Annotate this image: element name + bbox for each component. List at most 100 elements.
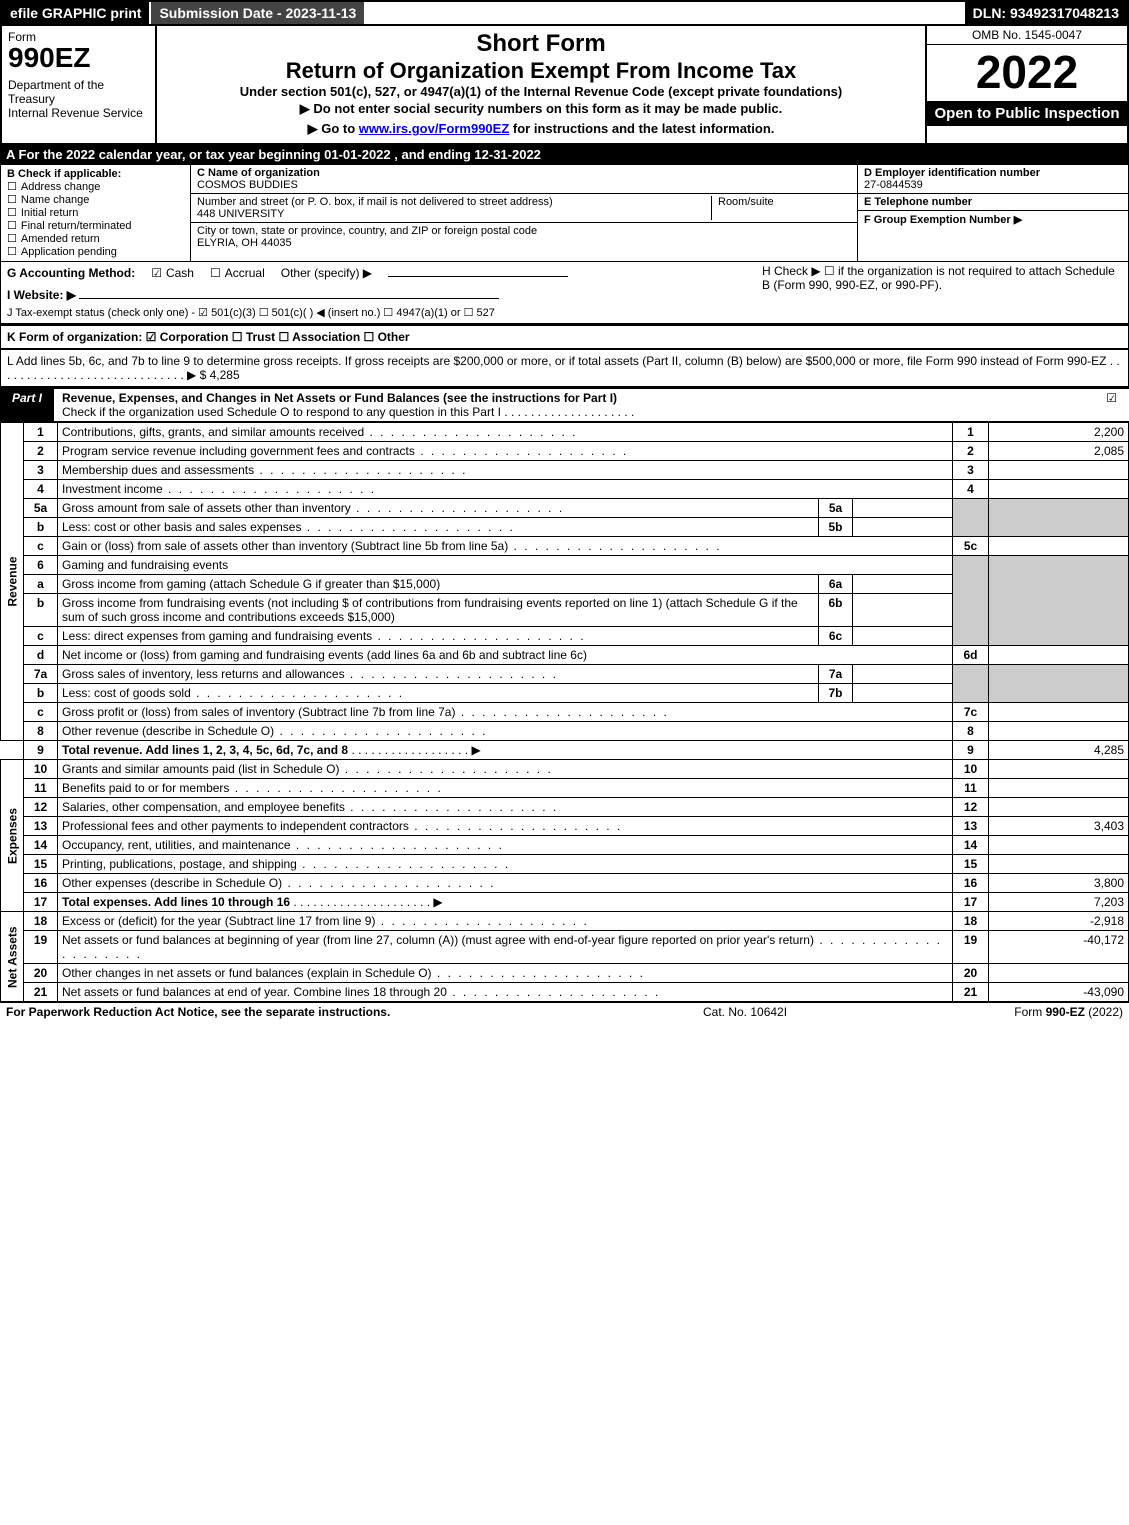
- section-a: A For the 2022 calendar year, or tax yea…: [0, 145, 1129, 164]
- website-line[interactable]: [79, 298, 499, 299]
- subval-7b: [853, 684, 953, 703]
- year-cell: OMB No. 1545-0047 2022 Open to Public In…: [927, 26, 1127, 143]
- irs-link[interactable]: www.irs.gov/Form990EZ: [359, 121, 510, 136]
- amt-14: [989, 836, 1129, 855]
- org-city-row: City or town, state or province, country…: [191, 223, 857, 251]
- desc-17: Total expenses. Add lines 10 through 16 …: [58, 893, 953, 912]
- part1-checkbox[interactable]: [1106, 391, 1121, 405]
- amt-4: [989, 480, 1129, 499]
- instr2-pre: ▶ Go to: [308, 121, 359, 136]
- sublbl-5a: 5a: [819, 499, 853, 518]
- numcol-9: 9: [953, 741, 989, 760]
- paperwork-notice: For Paperwork Reduction Act Notice, see …: [6, 1005, 703, 1019]
- part1-sub: Check if the organization used Schedule …: [62, 405, 634, 419]
- efile-label: efile GRAPHIC print: [2, 2, 149, 24]
- form-footer: Form 990-EZ (2022): [923, 1005, 1123, 1019]
- form-id-cell: Form 990EZ Department of the Treasury In…: [2, 26, 157, 143]
- amt-13: 3,403: [989, 817, 1129, 836]
- addr-label: Number and street (or P. O. box, if mail…: [197, 196, 553, 208]
- chk-application-pending[interactable]: Application pending: [7, 245, 184, 258]
- shade-7-amt: [989, 665, 1129, 703]
- amt-3: [989, 461, 1129, 480]
- desc-5c: Gain or (loss) from sale of assets other…: [58, 537, 953, 556]
- desc-18: Excess or (deficit) for the year (Subtra…: [58, 912, 953, 931]
- desc-1: Contributions, gifts, grants, and simila…: [58, 422, 953, 442]
- open-public-badge: Open to Public Inspection: [927, 101, 1127, 126]
- line-l-value: 4,285: [210, 368, 240, 382]
- lineno-13: 13: [24, 817, 58, 836]
- cat-no: Cat. No. 10642I: [703, 1005, 923, 1019]
- desc-3: Membership dues and assessments: [58, 461, 953, 480]
- chk-name-change[interactable]: Name change: [7, 193, 184, 206]
- lineno-3: 3: [24, 461, 58, 480]
- amt-1: 2,200: [989, 422, 1129, 442]
- chk-accrual[interactable]: Accrual: [210, 266, 265, 280]
- desc-6: Gaming and fundraising events: [58, 556, 953, 575]
- l-block: L Add lines 5b, 6c, and 7b to line 9 to …: [0, 349, 1129, 387]
- numcol-11: 11: [953, 779, 989, 798]
- numcol-2: 2: [953, 442, 989, 461]
- instr2-post: for instructions and the latest informat…: [513, 121, 774, 136]
- other-specify-line[interactable]: [388, 276, 568, 277]
- subval-5a: [853, 499, 953, 518]
- desc-7c: Gross profit or (loss) from sales of inv…: [58, 703, 953, 722]
- numcol-17: 17: [953, 893, 989, 912]
- lineno-20: 20: [24, 964, 58, 983]
- sublbl-5b: 5b: [819, 518, 853, 537]
- lineno-16: 16: [24, 874, 58, 893]
- lineno-14: 14: [24, 836, 58, 855]
- desc-6d: Net income or (loss) from gaming and fun…: [58, 646, 953, 665]
- lineno-6c: c: [24, 627, 58, 646]
- numcol-16: 16: [953, 874, 989, 893]
- lineno-1: 1: [24, 422, 58, 442]
- desc-2: Program service revenue including govern…: [58, 442, 953, 461]
- desc-10: Grants and similar amounts paid (list in…: [58, 760, 953, 779]
- desc-7b: Less: cost of goods sold: [58, 684, 819, 703]
- amt-15: [989, 855, 1129, 874]
- shade-6-amt: [989, 556, 1129, 646]
- chk-final-return[interactable]: Final return/terminated: [7, 219, 184, 232]
- box-c: C Name of organization COSMOS BUDDIES Nu…: [191, 165, 858, 261]
- numcol-7c: 7c: [953, 703, 989, 722]
- chk-initial-return[interactable]: Initial return: [7, 206, 184, 219]
- amt-6d: [989, 646, 1129, 665]
- chk-amended-return[interactable]: Amended return: [7, 232, 184, 245]
- subval-6c: [853, 627, 953, 646]
- desc-13: Professional fees and other payments to …: [58, 817, 953, 836]
- amt-19: -40,172: [989, 931, 1129, 964]
- amt-2: 2,085: [989, 442, 1129, 461]
- amt-7c: [989, 703, 1129, 722]
- instr-1: ▶ Do not enter social security numbers o…: [163, 99, 919, 119]
- tax-year: 2022: [927, 45, 1127, 99]
- org-name-row: C Name of organization COSMOS BUDDIES: [191, 165, 857, 194]
- desc-9-b: Total revenue. Add lines 1, 2, 3, 4, 5c,…: [62, 743, 348, 757]
- amt-20: [989, 964, 1129, 983]
- org-name-value: COSMOS BUDDIES: [197, 179, 298, 191]
- desc-17-b: Total expenses. Add lines 10 through 16: [62, 895, 290, 909]
- lineno-2: 2: [24, 442, 58, 461]
- shade-5-amt: [989, 499, 1129, 537]
- numcol-4: 4: [953, 480, 989, 499]
- desc-12: Salaries, other compensation, and employ…: [58, 798, 953, 817]
- topbar: efile GRAPHIC print Submission Date - 20…: [0, 0, 1129, 26]
- lineno-5b: b: [24, 518, 58, 537]
- form-footer-b: 990-EZ: [1046, 1005, 1085, 1019]
- amt-11: [989, 779, 1129, 798]
- netassets-section-label: Net Assets: [1, 912, 24, 1002]
- part1-title: Revenue, Expenses, and Changes in Net As…: [62, 391, 617, 405]
- part1-header: Part I Revenue, Expenses, and Changes in…: [0, 387, 1129, 421]
- part1-label: Part I: [0, 389, 54, 421]
- sublbl-6a: 6a: [819, 575, 853, 594]
- gi-block: G Accounting Method: Cash Accrual Other …: [0, 262, 1129, 324]
- submission-date: Submission Date - 2023-11-13: [149, 2, 366, 24]
- accounting-method-label: G Accounting Method:: [7, 266, 135, 280]
- chk-cash[interactable]: Cash: [151, 266, 194, 280]
- line-l-text: L Add lines 5b, 6c, and 7b to line 9 to …: [7, 354, 1120, 382]
- numcol-10: 10: [953, 760, 989, 779]
- box-h: H Check ▶ ☐ if the organization is not r…: [762, 264, 1122, 292]
- chk-other[interactable]: Other (specify) ▶: [281, 266, 372, 280]
- desc-14: Occupancy, rent, utilities, and maintena…: [58, 836, 953, 855]
- desc-6c: Less: direct expenses from gaming and fu…: [58, 627, 819, 646]
- chk-address-change[interactable]: Address change: [7, 180, 184, 193]
- desc-15: Printing, publications, postage, and shi…: [58, 855, 953, 874]
